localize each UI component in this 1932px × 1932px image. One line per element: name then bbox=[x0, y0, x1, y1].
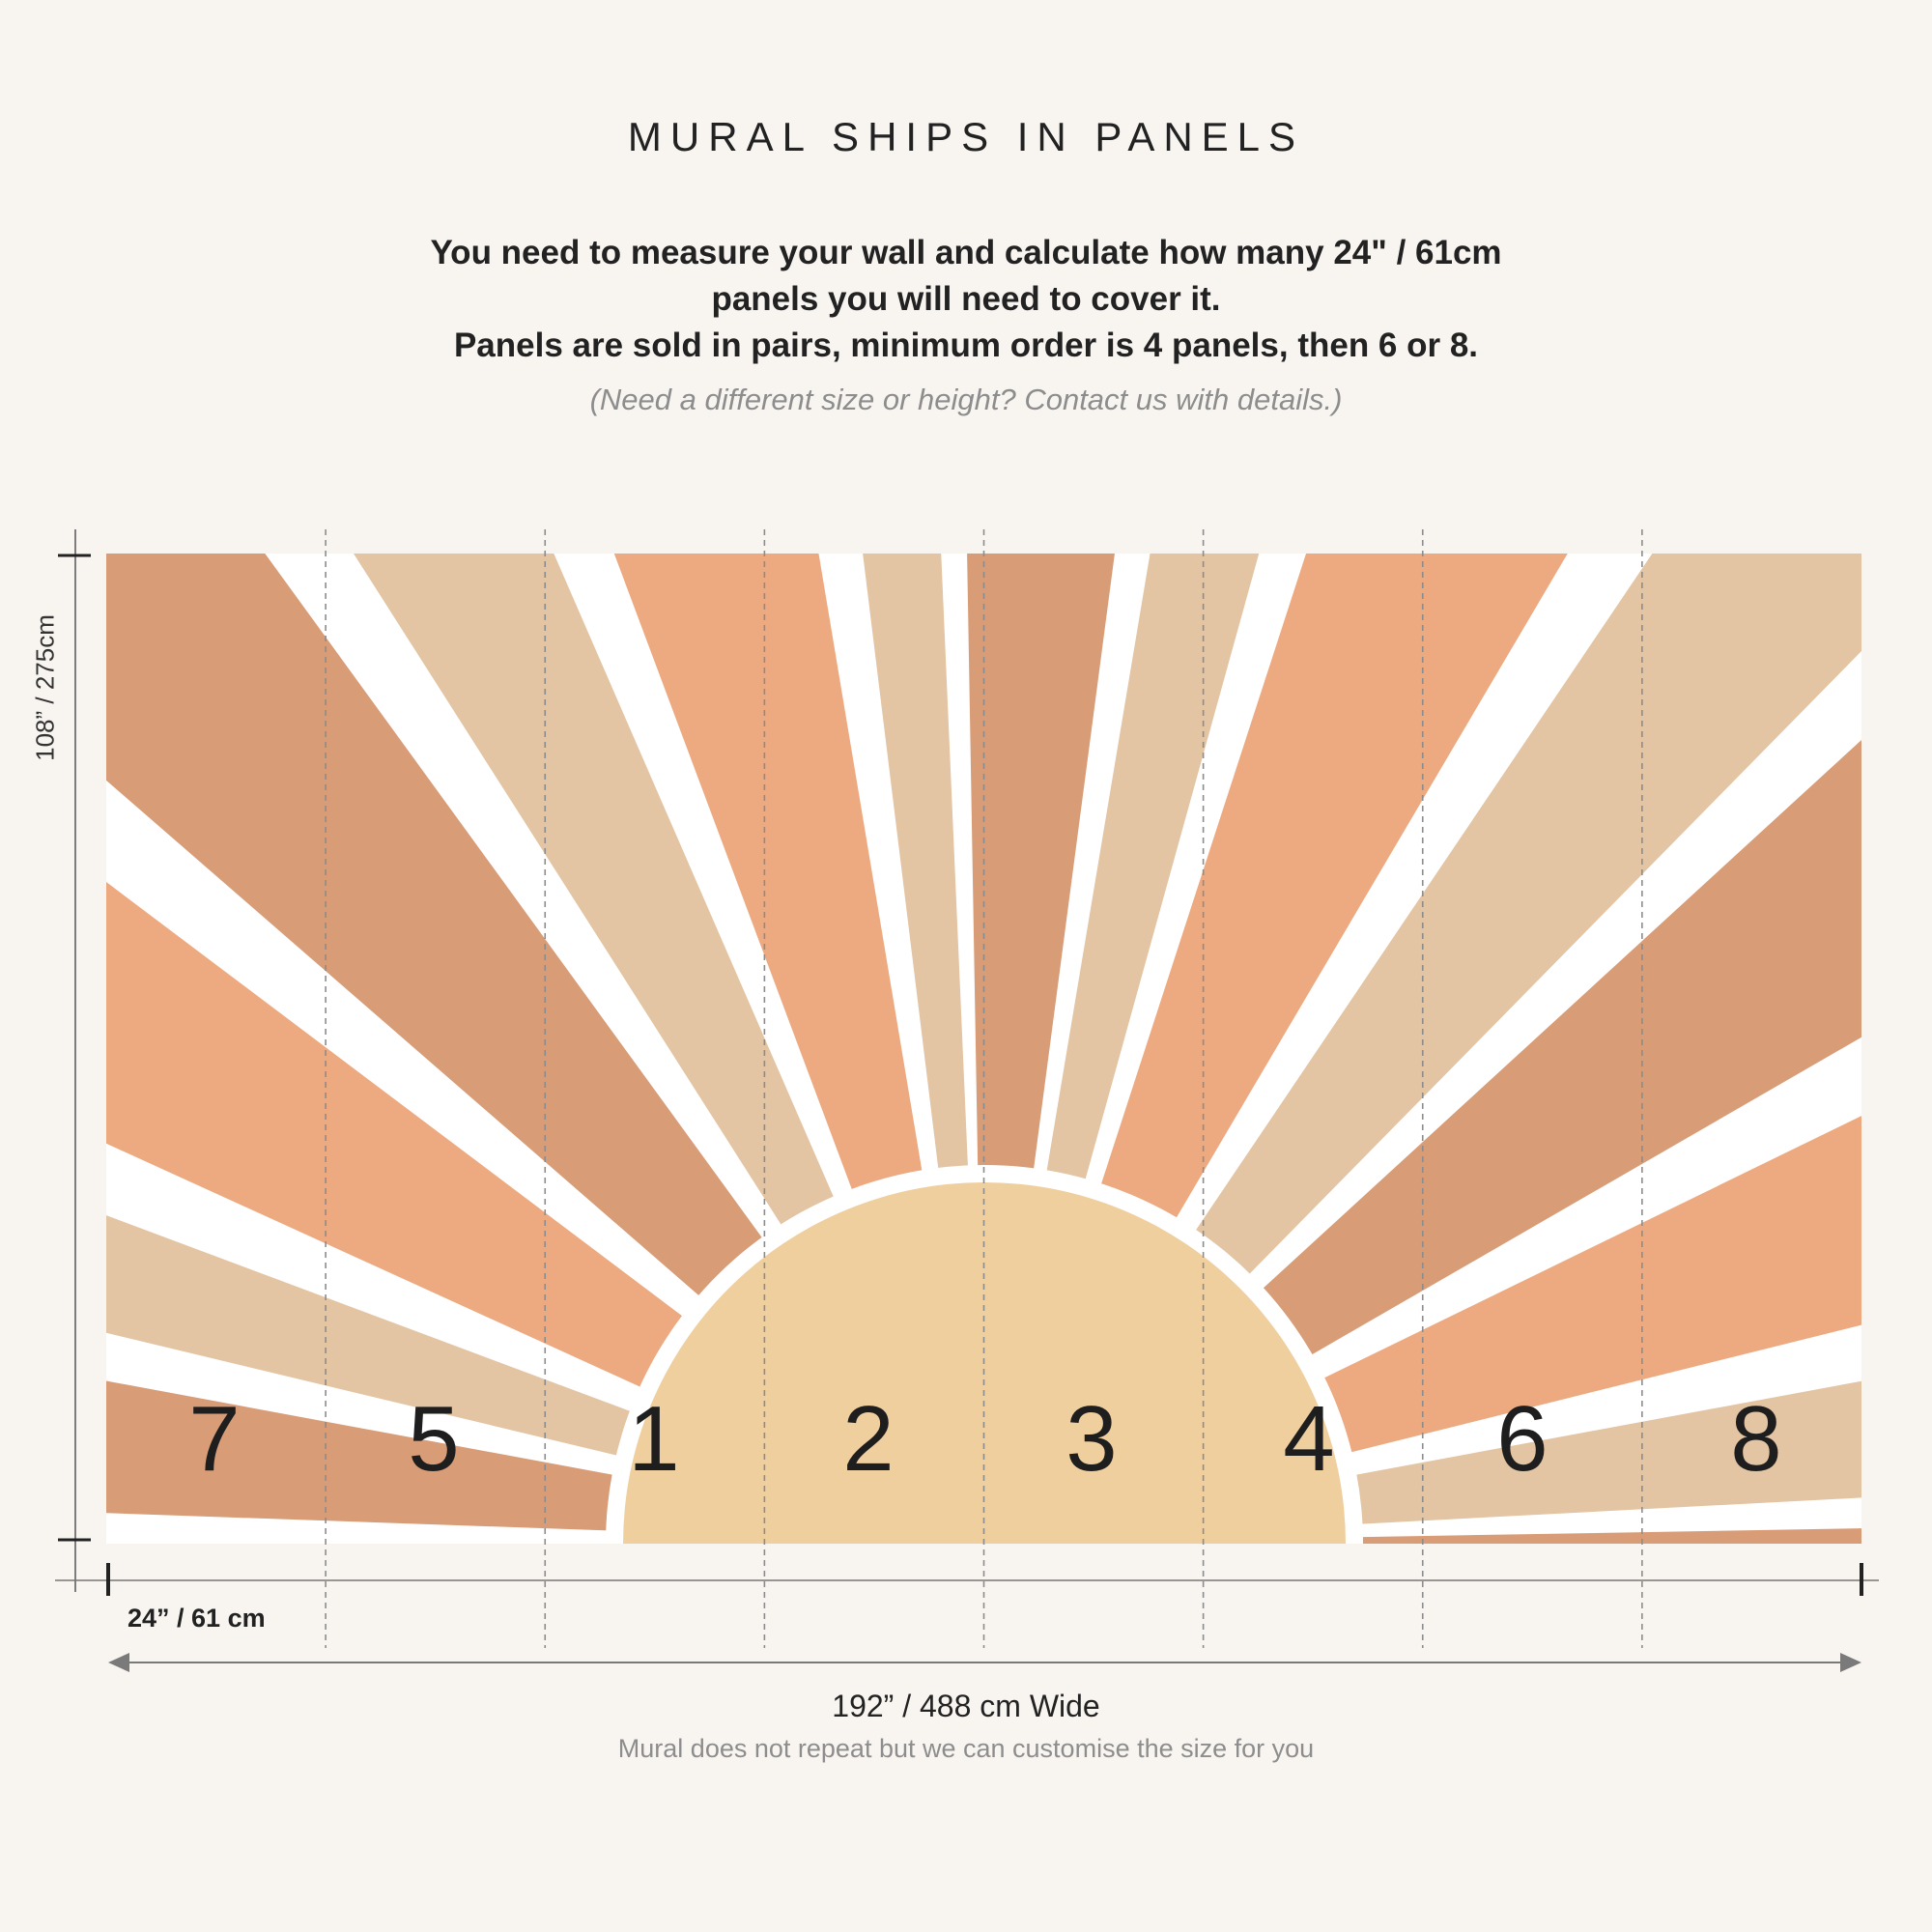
height-label: 108” / 275cm bbox=[30, 614, 60, 761]
total-width-label: 192” / 488 cm Wide bbox=[832, 1689, 1100, 1723]
arrow-left-icon bbox=[108, 1653, 129, 1672]
customise-footnote: Mural does not repeat but we can customi… bbox=[617, 1734, 1315, 1763]
panel-number: 2 bbox=[842, 1387, 895, 1491]
sun-ray bbox=[863, 554, 984, 1544]
panel-number: 7 bbox=[188, 1387, 241, 1491]
arrow-right-icon bbox=[1840, 1653, 1861, 1672]
sun-ray bbox=[354, 554, 984, 1544]
instructions-line-3: Panels are sold in pairs, minimum order … bbox=[453, 327, 1479, 364]
panel-number: 1 bbox=[628, 1387, 680, 1491]
panel-number: 6 bbox=[1496, 1387, 1548, 1491]
panel-number: 8 bbox=[1730, 1387, 1782, 1491]
instructions-line-1: You need to measure your wall and calcul… bbox=[430, 234, 1502, 271]
page-heading: MURAL SHIPS IN PANELS bbox=[627, 114, 1305, 159]
custom-size-note: (Need a different size or height? Contac… bbox=[589, 383, 1343, 416]
instructions-line-2: panels you will need to cover it. bbox=[711, 280, 1221, 318]
panel-number: 3 bbox=[1065, 1387, 1118, 1491]
instructions: You need to measure your wall and calcul… bbox=[193, 230, 1739, 369]
panel-seams bbox=[325, 529, 1643, 1648]
panel-width-label: 24” / 61 cm bbox=[128, 1604, 266, 1633]
panel-number: 4 bbox=[1283, 1387, 1335, 1491]
panel-number: 5 bbox=[408, 1387, 460, 1491]
